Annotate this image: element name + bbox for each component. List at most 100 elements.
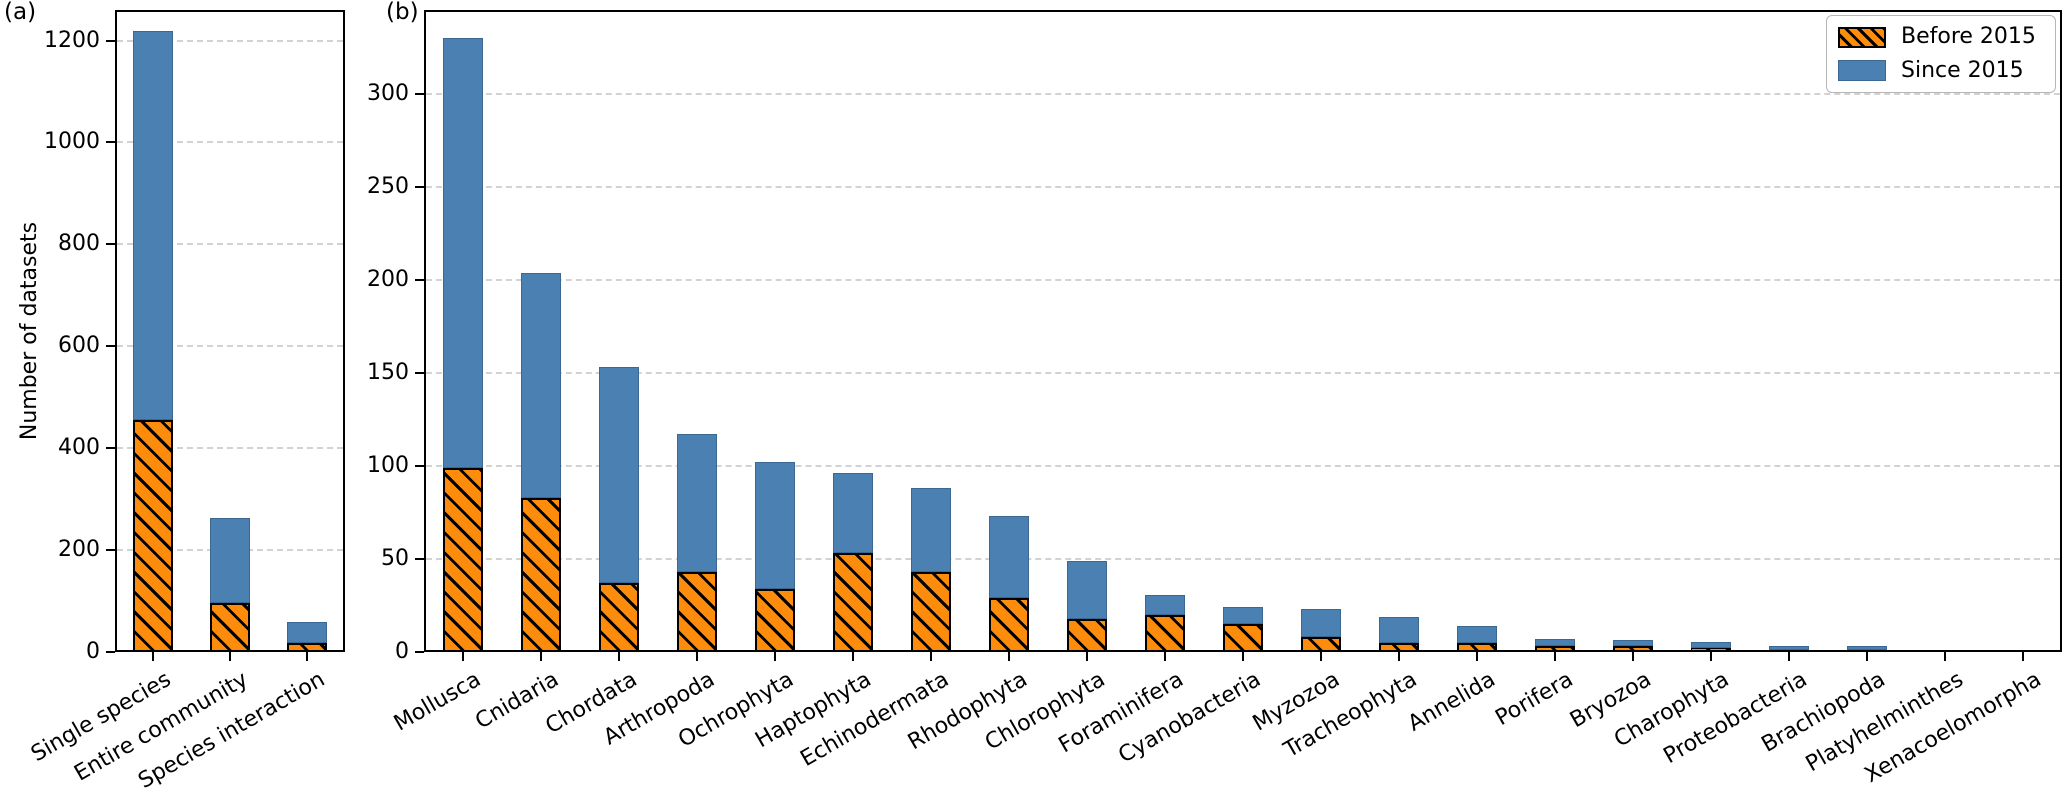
y-tick-250 bbox=[415, 185, 424, 188]
x-tick-foraminifera bbox=[1164, 652, 1166, 661]
y-tick-label-600: 600 bbox=[58, 333, 100, 359]
bar-echinodermata-before-2015 bbox=[911, 572, 951, 652]
bar-arthropoda-since-2015 bbox=[677, 434, 717, 572]
bar-cyanobacteria-since-2015 bbox=[1223, 607, 1263, 624]
bar-myzozoa-before-2015 bbox=[1301, 637, 1341, 652]
gridline-600 bbox=[117, 345, 343, 348]
y-tick-50 bbox=[415, 557, 424, 560]
bar-cyanobacteria-before-2015 bbox=[1223, 624, 1263, 652]
bar-chlorophyta-before-2015 bbox=[1067, 619, 1107, 652]
since-2015-swatch-icon bbox=[1838, 60, 1886, 82]
bar-chordata-since-2015 bbox=[599, 367, 639, 583]
bar-ochrophyta-before-2015 bbox=[755, 589, 795, 652]
bar-foraminifera-since-2015 bbox=[1145, 595, 1185, 615]
bar-charophyta-since-2015 bbox=[1691, 642, 1731, 648]
bar-entire-community-before-2015 bbox=[210, 603, 250, 652]
x-tick-proteobacteria bbox=[1788, 652, 1790, 661]
y-tick-label-0: 0 bbox=[86, 639, 100, 664]
x-tick-platyhelminthes bbox=[1944, 652, 1946, 661]
bar-echinodermata-since-2015 bbox=[911, 488, 951, 572]
y-tick-0 bbox=[415, 651, 424, 653]
bar-haptophyta-since-2015 bbox=[833, 473, 873, 553]
x-tick-label-annelida: Annelida bbox=[1403, 667, 1500, 737]
bar-chordata-before-2015 bbox=[599, 583, 639, 652]
x-tick-cyanobacteria bbox=[1242, 652, 1244, 661]
y-tick-0 bbox=[106, 651, 115, 653]
y-tick-800 bbox=[106, 243, 115, 246]
legend-label-since-2015: Since 2015 bbox=[1901, 57, 2024, 83]
y-tick-label-1200: 1200 bbox=[44, 27, 100, 53]
y-tick-300 bbox=[415, 92, 424, 95]
gridline-300 bbox=[426, 92, 2060, 95]
x-tick-charophyta bbox=[1710, 652, 1712, 661]
x-tick-label-tracheophyta: Tracheophyta bbox=[1280, 667, 1422, 764]
y-tick-1200 bbox=[106, 39, 115, 42]
bar-foraminifera-before-2015 bbox=[1145, 615, 1185, 652]
gridline-250 bbox=[426, 185, 2060, 188]
bar-bryozoa-since-2015 bbox=[1613, 640, 1653, 646]
bar-cnidaria-since-2015 bbox=[521, 273, 561, 498]
bar-rhodophyta-before-2015 bbox=[989, 598, 1029, 652]
x-tick-haptophyta bbox=[852, 652, 854, 661]
y-tick-200 bbox=[106, 549, 115, 552]
x-tick-rhodophyta bbox=[1008, 652, 1010, 661]
x-tick-echinodermata bbox=[930, 652, 932, 661]
panel-a-tag: (a) bbox=[4, 0, 37, 25]
x-tick-chlorophyta bbox=[1086, 652, 1088, 661]
x-tick-tracheophyta bbox=[1398, 652, 1400, 661]
y-tick-label-0: 0 bbox=[395, 639, 409, 664]
bar-entire-community-since-2015 bbox=[210, 518, 250, 603]
x-tick-annelida bbox=[1476, 652, 1478, 661]
bar-mollusca-before-2015 bbox=[443, 468, 483, 652]
gridline-1200 bbox=[117, 39, 343, 42]
bar-chlorophyta-since-2015 bbox=[1067, 561, 1107, 619]
x-tick-xenacoelomorpha bbox=[2022, 652, 2024, 661]
bar-haptophyta-before-2015 bbox=[833, 553, 873, 652]
bar-rhodophyta-since-2015 bbox=[989, 516, 1029, 598]
bar-brachiopoda-since-2015 bbox=[1847, 646, 1887, 650]
x-tick-label-mollusca: Mollusca bbox=[390, 667, 486, 737]
y-tick-label-1000: 1000 bbox=[44, 129, 100, 155]
x-tick-myzozoa bbox=[1320, 652, 1322, 661]
x-tick-arthropoda bbox=[696, 652, 698, 661]
bar-single-species-before-2015 bbox=[133, 420, 173, 652]
x-tick-bryozoa bbox=[1632, 652, 1634, 661]
bar-species-interaction-before-2015 bbox=[287, 643, 327, 652]
x-tick-entire-community bbox=[229, 652, 231, 661]
bar-mollusca-since-2015 bbox=[443, 38, 483, 468]
gridline-400 bbox=[117, 447, 343, 450]
gridline-1000 bbox=[117, 141, 343, 144]
x-tick-mollusca bbox=[462, 652, 464, 661]
y-tick-label-400: 400 bbox=[58, 435, 100, 461]
y-tick-400 bbox=[106, 447, 115, 450]
y-tick-label-800: 800 bbox=[58, 231, 100, 257]
legend-item-since-2015: Since 2015 bbox=[1838, 57, 2055, 83]
y-tick-150 bbox=[415, 371, 424, 374]
x-tick-porifera bbox=[1554, 652, 1556, 661]
y-tick-100 bbox=[415, 464, 424, 467]
gridline-50 bbox=[426, 557, 2060, 560]
legend-label-before-2015: Before 2015 bbox=[1901, 24, 2036, 50]
y-tick-label-150: 150 bbox=[367, 359, 409, 385]
bar-annelida-before-2015 bbox=[1457, 643, 1497, 652]
bar-species-interaction-since-2015 bbox=[287, 622, 327, 643]
bar-proteobacteria-since-2015 bbox=[1769, 646, 1809, 650]
y-tick-label-300: 300 bbox=[367, 80, 409, 106]
gridline-800 bbox=[117, 243, 343, 246]
bar-ochrophyta-since-2015 bbox=[755, 462, 795, 589]
bar-cnidaria-before-2015 bbox=[521, 498, 561, 652]
y-tick-1000 bbox=[106, 141, 115, 144]
x-tick-cnidaria bbox=[540, 652, 542, 661]
bar-tracheophyta-since-2015 bbox=[1379, 617, 1419, 643]
y-tick-200 bbox=[415, 278, 424, 281]
bar-tracheophyta-before-2015 bbox=[1379, 643, 1419, 652]
y-tick-600 bbox=[106, 345, 115, 348]
y-tick-label-200: 200 bbox=[58, 537, 100, 563]
x-tick-ochrophyta bbox=[774, 652, 776, 661]
panel-b-tag: (b) bbox=[386, 0, 419, 25]
y-tick-label-50: 50 bbox=[381, 545, 409, 571]
legend-item-before-2015: Before 2015 bbox=[1838, 25, 2055, 49]
x-tick-species-interaction bbox=[306, 652, 308, 661]
before-2015-swatch-icon bbox=[1838, 26, 1886, 48]
